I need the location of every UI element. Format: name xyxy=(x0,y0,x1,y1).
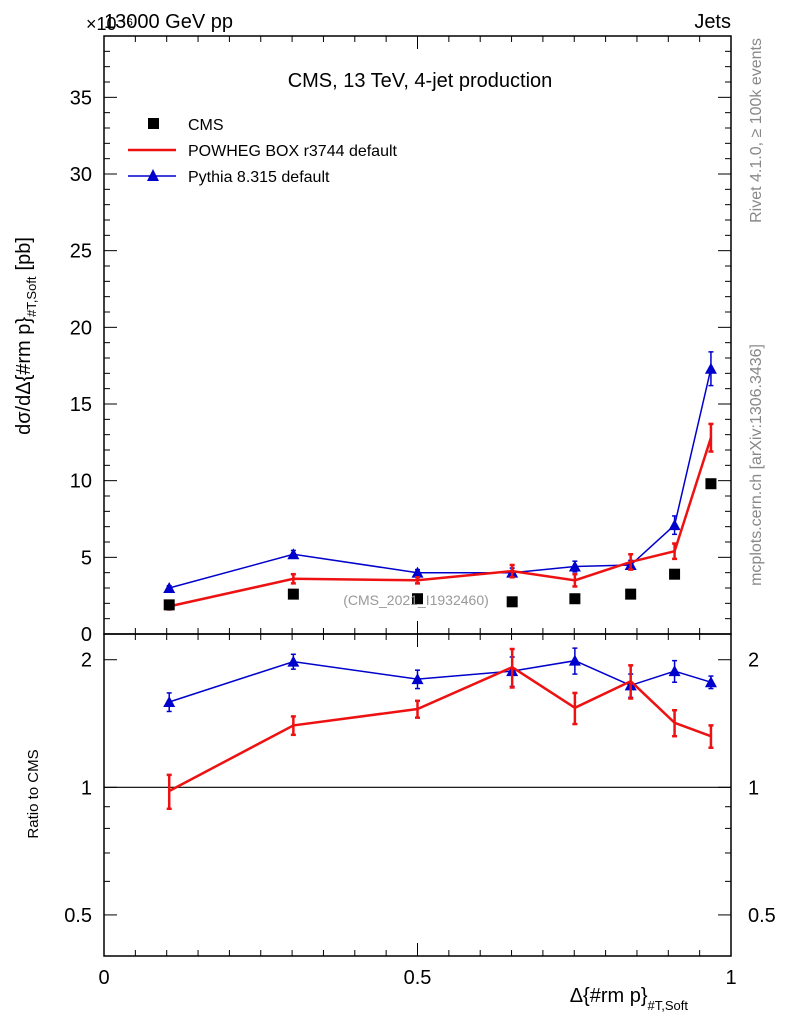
legend-cms-marker xyxy=(148,118,159,129)
pythia-point xyxy=(287,548,300,560)
xtick-label: 0.5 xyxy=(404,967,432,989)
cms-point xyxy=(705,478,717,490)
cms-point xyxy=(569,593,581,605)
xtick-label: 0 xyxy=(98,967,109,989)
ratio-ytick-label-right: 0.5 xyxy=(748,905,776,927)
ratio-pythia-point xyxy=(668,665,681,677)
main-ytick-label: 35 xyxy=(70,87,92,109)
main-ytick-label: 10 xyxy=(70,471,92,493)
main-ylabel-sub: #T,Soft xyxy=(24,276,39,317)
pythia-point xyxy=(668,519,681,531)
ratio-ytick-label-right: 1 xyxy=(748,777,759,799)
legend-powheg-label: POWHEG BOX r3744 default xyxy=(188,143,398,160)
legend-pythia-marker xyxy=(147,169,159,181)
ratio-ytick-label: 0.5 xyxy=(64,905,92,927)
pythia-point xyxy=(411,566,424,578)
xlabel-sub: #T,Soft xyxy=(648,998,689,1013)
main-ylabel: dσ/dΔ{#rm p}#T,Soft [pb] xyxy=(13,237,39,435)
main-axis-ticks: 0 5 10 15 20 25 30 35 xyxy=(70,36,732,646)
pythia-point xyxy=(163,582,176,593)
main-ytick-label: 30 xyxy=(70,164,92,186)
cms-point xyxy=(412,593,423,605)
cms-point xyxy=(669,568,681,580)
process-label: Jets xyxy=(694,11,731,33)
cms-point xyxy=(163,599,175,611)
pythia-line xyxy=(169,368,712,589)
legend-cms-label: CMS xyxy=(188,117,224,134)
cms-point xyxy=(506,596,518,608)
ratio-ytick-label: 2 xyxy=(81,650,92,672)
ratio-pythia-line xyxy=(168,659,712,703)
main-ytick-label: 25 xyxy=(70,241,92,263)
main-plot-series xyxy=(163,351,717,611)
chart-title: CMS, 13 TeV, 4-jet production xyxy=(288,70,553,92)
main-ylabel-text: dσ/dΔ{#rm p} xyxy=(13,317,35,435)
ratio-powheg-line xyxy=(168,665,712,793)
legend: CMS POWHEG BOX r3744 default Pythia 8.31… xyxy=(128,117,398,186)
xtick-label: 1 xyxy=(725,967,736,989)
ratio-ytick-label: 1 xyxy=(81,777,92,799)
beam-label: 13000 GeV pp xyxy=(104,11,233,33)
ratio-pythia-point xyxy=(163,695,176,707)
ratio-pythia-point xyxy=(704,676,717,688)
rivet-version-label: Rivet 4.1.0, ≥ 100k events xyxy=(748,38,765,223)
ratio-plot-series xyxy=(163,647,717,811)
ratio-ylabel: Ratio to CMS xyxy=(25,749,42,838)
ratio-ytick-label-right: 2 xyxy=(748,650,759,672)
analysis-id-label: (CMS_2021_I1932460) xyxy=(343,592,489,608)
main-ytick-label: 0 xyxy=(81,624,92,646)
cms-point xyxy=(287,588,299,600)
main-ytick-label: 20 xyxy=(70,317,92,339)
ratio-pythia-point xyxy=(568,654,581,666)
svg-text:dσ/dΔ{#rm p}#T,Soft[pb]: dσ/dΔ{#rm p}#T,Soft [pb] xyxy=(13,237,39,435)
exponent-label: ×10⁻⁶ xyxy=(86,14,133,34)
ratio-pythia-point xyxy=(411,673,424,685)
main-ylabel-unit: [pb] xyxy=(13,237,35,270)
ratio-axis-ticks: 0.5 0.5 1 1 2 2 0 0.5 1 xyxy=(64,634,776,989)
xlabel-text: Δ{#rm p} xyxy=(570,985,648,1007)
pythia-point xyxy=(704,362,717,374)
main-ytick-label: 5 xyxy=(81,547,92,569)
main-ytick-label: 15 xyxy=(70,394,92,416)
powheg-line xyxy=(168,437,713,608)
ratio-pythia-point xyxy=(287,655,300,667)
legend-pythia-label: Pythia 8.315 default xyxy=(188,169,330,186)
pythia-point xyxy=(568,560,581,572)
mcplots-label: mcplots.cern.ch [arXiv:1306.3436] xyxy=(748,344,765,586)
xlabel: Δ{#rm p}#T,Soft xyxy=(570,985,689,1013)
cms-point xyxy=(625,588,637,600)
